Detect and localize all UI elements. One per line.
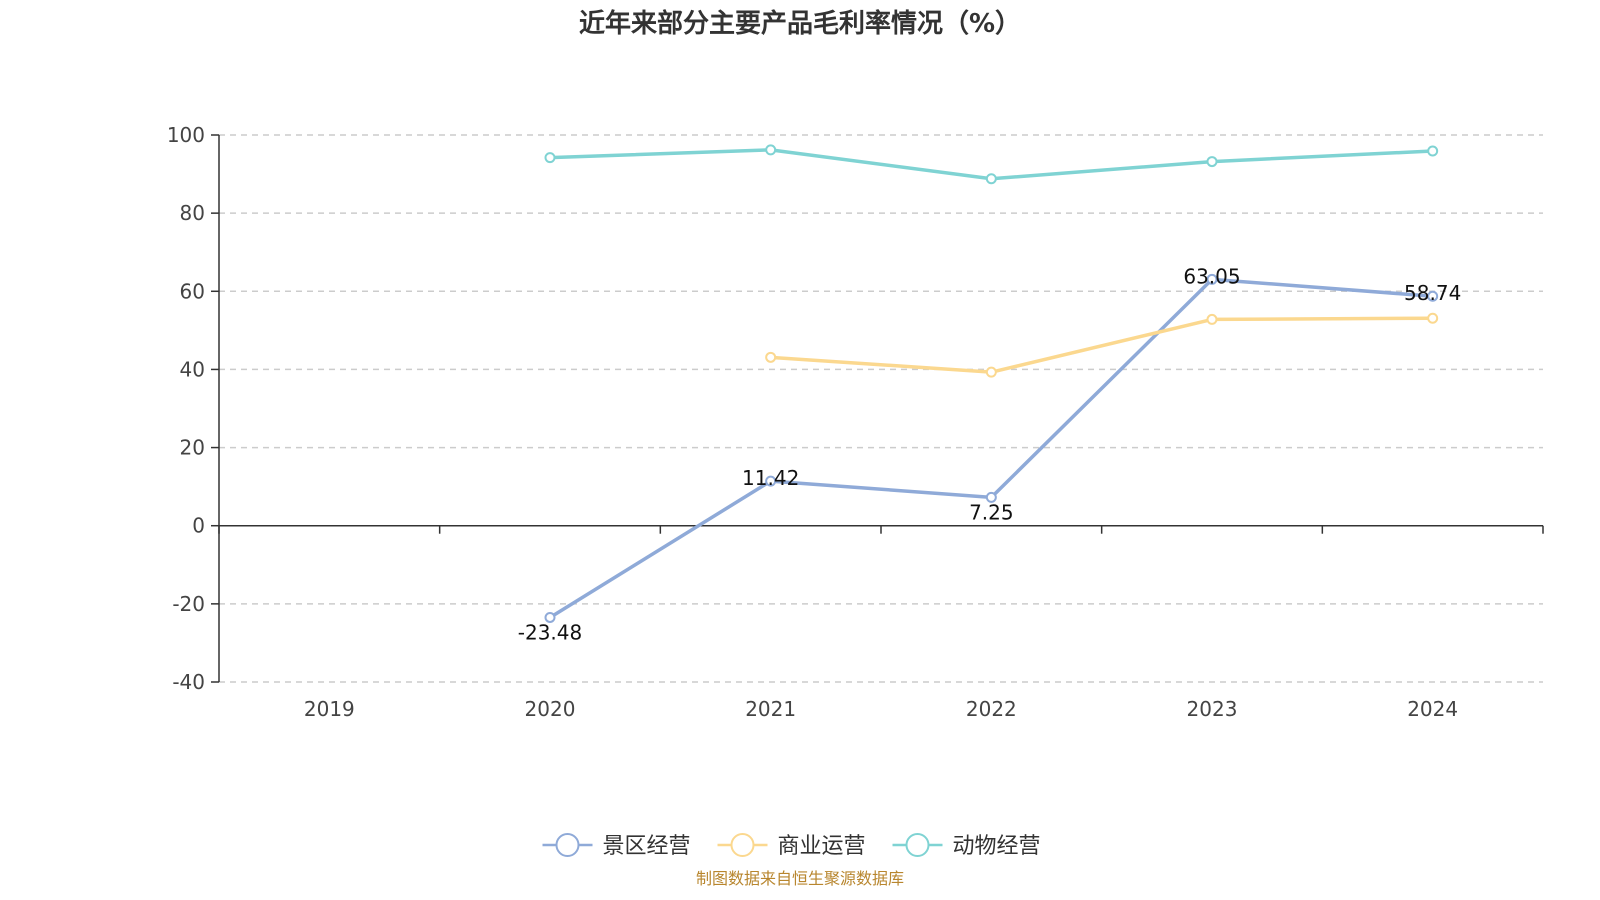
data-point bbox=[765, 351, 777, 363]
data-label: 63.05 bbox=[1183, 264, 1240, 288]
data-labels: -23.48 11.42 7.25 63.05 58.74 bbox=[518, 264, 1462, 644]
data-point bbox=[1427, 290, 1439, 302]
y-tick-label: -20 bbox=[172, 592, 205, 616]
grid-lines bbox=[219, 134, 1543, 683]
data-point bbox=[1427, 145, 1439, 157]
y-tick-label: 60 bbox=[180, 279, 205, 303]
series-lines bbox=[544, 144, 1439, 623]
y-tick-label: -40 bbox=[172, 670, 205, 694]
x-tick-label: 2021 bbox=[745, 697, 796, 721]
legend-marker bbox=[730, 833, 755, 857]
y-tick-label: 40 bbox=[180, 357, 205, 381]
data-point bbox=[1206, 156, 1218, 168]
x-tick-label: 2022 bbox=[966, 697, 1017, 721]
legend-item-2[interactable]: 动物经营 bbox=[892, 833, 1041, 859]
legend-marker bbox=[905, 833, 930, 857]
legend[interactable]: 景区经营 商业运营 动物经营 bbox=[542, 833, 1041, 859]
chart-title: 近年来部分主要产品毛利率情况（%） bbox=[579, 8, 1021, 39]
series-1 bbox=[765, 312, 1439, 378]
data-point bbox=[985, 366, 997, 378]
legend-label: 景区经营 bbox=[603, 834, 691, 859]
data-label: 58.74 bbox=[1404, 281, 1461, 305]
data-point bbox=[765, 475, 777, 487]
source-footer: 制图数据来自恒生聚源数据库 bbox=[696, 869, 904, 888]
series-line bbox=[770, 316, 1433, 374]
y-tick-label: 80 bbox=[180, 201, 205, 225]
data-point bbox=[544, 611, 556, 623]
data-point bbox=[1427, 312, 1439, 324]
x-tick-label: 2019 bbox=[304, 697, 355, 721]
data-label: 7.25 bbox=[969, 500, 1014, 524]
data-point bbox=[765, 144, 777, 156]
data-label: 11.42 bbox=[742, 466, 799, 490]
data-label: -23.48 bbox=[518, 620, 582, 644]
legend-label: 动物经营 bbox=[953, 834, 1041, 859]
data-point bbox=[1206, 313, 1218, 325]
x-tick-label: 2020 bbox=[525, 697, 576, 721]
data-point bbox=[544, 152, 556, 164]
data-point bbox=[1206, 273, 1218, 285]
y-tick-label: 0 bbox=[192, 514, 205, 538]
x-tick-label: 2023 bbox=[1187, 697, 1238, 721]
legend-marker bbox=[555, 833, 580, 857]
series-0 bbox=[544, 273, 1439, 623]
legend-item-0[interactable]: 景区经营 bbox=[542, 833, 691, 859]
axes: 100 80 60 40 20 0 -20 -40 2019 2020 2021 2022 2023 20… bbox=[167, 123, 1544, 721]
legend-item-1[interactable]: 商业运营 bbox=[717, 833, 866, 859]
series-line bbox=[549, 277, 1433, 619]
legend-label: 商业运营 bbox=[778, 834, 866, 859]
data-point bbox=[985, 173, 997, 185]
data-point bbox=[985, 491, 997, 503]
series-2 bbox=[544, 144, 1439, 185]
y-tick-label: 20 bbox=[180, 436, 205, 460]
x-tick-label: 2024 bbox=[1407, 697, 1458, 721]
y-tick-label: 100 bbox=[167, 123, 205, 147]
